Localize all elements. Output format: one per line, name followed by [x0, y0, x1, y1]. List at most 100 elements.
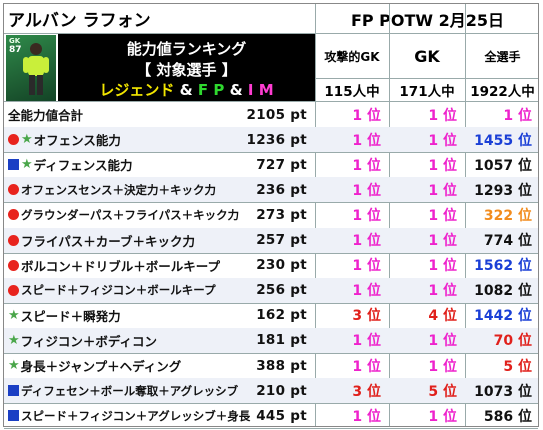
offense-dot-icon [8, 234, 19, 246]
row-value: 257 pt [256, 232, 307, 249]
rank-cell-1: 1 位 [428, 258, 457, 275]
star-icon: ★ [8, 307, 20, 323]
defense-square-icon [8, 159, 19, 171]
rank-cell-0: 1 位 [352, 358, 381, 375]
target-label: 【 対象選手 】 [136, 61, 237, 79]
rank-cell-0: 1 位 [352, 258, 381, 275]
row-value: 388 pt [256, 357, 307, 374]
rank-cell-0: 1 位 [352, 233, 381, 250]
column-title-2: 全選手 [484, 49, 521, 64]
rank-cell-1: 1 位 [428, 358, 457, 375]
column-title-1: GK [414, 46, 440, 66]
rank-cell-2: 586 位 [483, 408, 532, 425]
card-rating: 87 [9, 45, 22, 55]
star-icon: ★ [8, 358, 20, 374]
rank-cell-1: 1 位 [428, 107, 457, 124]
row-label: ★ 身長＋ジャンプ＋ヘディング [4, 353, 262, 378]
rank-cell-0: 1 位 [352, 182, 381, 199]
rank-cell-2: 70 位 [493, 333, 532, 350]
rank-cell-1: 1 位 [428, 283, 457, 300]
row-label: グラウンダーパス＋フライパス＋キック力 [4, 202, 262, 227]
table-row [4, 227, 538, 253]
rank-cell-2: 1082 位 [474, 283, 532, 300]
table-row [4, 277, 538, 303]
column-count-0: 115人中 [324, 84, 380, 100]
rank-cell-0: 1 位 [352, 283, 381, 300]
row-label: フライパス＋カーブ＋キック力 [4, 228, 262, 253]
rank-cell-2: 1057 位 [474, 157, 532, 174]
row-label: スピード＋フィジコン＋アグレッシブ＋身長 [4, 403, 262, 428]
ranking-table: アルバン ラフォン FP POTW 2月25日 GK 87 能力値ランキング 【… [3, 3, 539, 430]
row-value: 445 pt [256, 407, 307, 424]
defense-square-icon [8, 410, 19, 422]
rank-cell-0: 3 位 [352, 383, 381, 400]
row-label: オフェンスセンス＋決定力＋キック力 [4, 177, 262, 202]
table-row [4, 177, 538, 203]
row-label-text: オフェンスセンス＋決定力＋キック力 [21, 182, 217, 197]
rank-cell-2: 5 位 [503, 358, 532, 375]
column-count-2: 1922人中 [470, 84, 535, 100]
target-group-2: F P [197, 81, 225, 99]
rank-cell-1: 5 位 [428, 383, 457, 400]
row-value: 181 pt [256, 332, 307, 349]
offense-dot-icon [8, 259, 19, 271]
rank-cell-1: 1 位 [428, 157, 457, 174]
rank-cell-1: 1 位 [428, 207, 457, 224]
offense-dot-icon [8, 184, 19, 196]
row-value: 236 pt [256, 181, 307, 198]
rank-cell-2: 1 位 [503, 107, 532, 124]
row-label: ★ フィジコン＋ボディコン [4, 328, 262, 353]
table-row [4, 378, 538, 404]
row-label: ★ スピード＋瞬発力 [4, 303, 262, 328]
rank-cell-1: 1 位 [428, 333, 457, 350]
row-label-text: 全能力値合計 [8, 108, 84, 124]
rank-cell-2: 322 位 [483, 207, 532, 224]
card-position: GK [9, 37, 21, 45]
event-title: FP POTW 2月25日 [350, 10, 505, 30]
row-label-text: ディフェセン＋ボール奪取＋アグレッシブ [21, 383, 239, 398]
star-icon: ★ [21, 132, 33, 148]
row-label-text: グラウンダーパス＋フライパス＋キック力 [21, 207, 240, 222]
row-label-text: 身長＋ジャンプ＋ヘディング [20, 359, 182, 375]
table-row [4, 327, 538, 353]
rank-cell-1: 1 位 [428, 233, 457, 250]
row-label: ディフェセン＋ボール奪取＋アグレッシブ [4, 378, 262, 403]
target-group-4: I M [247, 81, 274, 99]
rank-cell-2: 1073 位 [474, 383, 532, 400]
row-label-text: オフェンス能力 [33, 133, 121, 149]
row-label-text: スピード＋瞬発力 [20, 308, 121, 324]
player-name: アルバン ラフォン [8, 11, 151, 31]
row-value: 210 pt [256, 382, 307, 399]
row-label: スピード＋フィジコン＋ボールキープ [4, 278, 262, 303]
ranking-title: 能力値ランキング [126, 40, 247, 58]
row-value: 256 pt [256, 282, 307, 299]
row-label-text: フライパス＋カーブ＋キック力 [21, 233, 196, 249]
offense-dot-icon [8, 134, 19, 146]
row-value: 162 pt [256, 307, 307, 324]
row-value: 2105 pt [246, 106, 307, 123]
rank-cell-1: 1 位 [428, 408, 457, 425]
offense-dot-icon [8, 284, 19, 296]
row-value: 727 pt [256, 156, 307, 173]
row-label-text: ディフェンス能力 [33, 158, 133, 174]
row-label-text: スピード＋フィジコン＋ボールキープ [21, 283, 216, 298]
rank-cell-0: 1 位 [352, 207, 381, 224]
target-group-3: & [224, 81, 248, 99]
rank-cell-0: 1 位 [352, 132, 381, 149]
row-label: ボルコン＋ドリブル＋ボールキープ [4, 253, 262, 278]
rank-cell-0: 3 位 [352, 308, 381, 325]
rank-cell-0: 1 位 [352, 408, 381, 425]
row-label: ★ ディフェンス能力 [4, 152, 262, 177]
offense-dot-icon [8, 209, 19, 221]
target-groups: レジェンド & F P & I M [58, 79, 315, 100]
star-icon: ★ [21, 157, 33, 173]
row-value: 1236 pt [246, 131, 307, 148]
player-silhouette-icon [23, 43, 49, 95]
rank-cell-0: 1 位 [352, 333, 381, 350]
rank-cell-0: 1 位 [352, 157, 381, 174]
ranking-title-box: 能力値ランキング 【 対象選手 】 レジェンド & F P & I M [58, 34, 315, 101]
row-label-text: フィジコン＋ボディコン [20, 333, 158, 349]
defense-square-icon [8, 385, 19, 397]
row-label: ★ オフェンス能力 [4, 127, 262, 152]
rank-cell-2: 1293 位 [474, 182, 532, 199]
